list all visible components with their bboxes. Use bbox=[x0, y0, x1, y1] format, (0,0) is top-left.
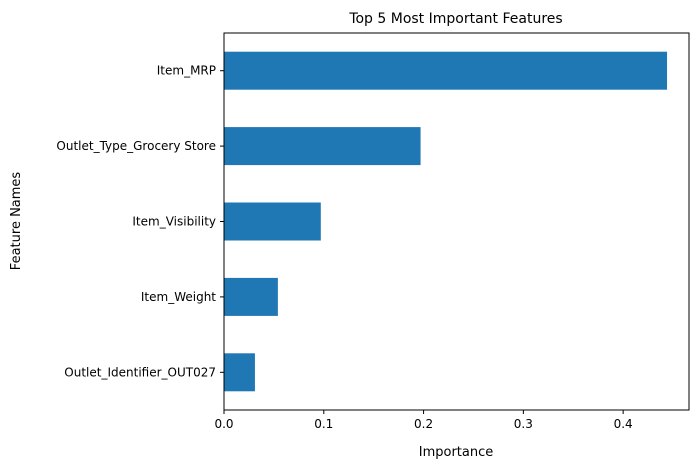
plot-frame bbox=[223, 32, 690, 411]
chart-title: Top 5 Most Important Features bbox=[348, 11, 562, 27]
bar bbox=[224, 353, 255, 392]
x-tick-label: 0.3 bbox=[514, 417, 533, 431]
y-tick-label: Outlet_Type_Grocery Store bbox=[56, 139, 216, 153]
bars-group bbox=[224, 51, 668, 392]
x-tick-labels: 0.0 0.1 0.2 0.3 0.4 bbox=[214, 410, 633, 431]
y-tick-labels: Item_MRP Outlet_Type_Grocery Store Item_Vi… bbox=[56, 64, 224, 379]
y-tick-label: Item_Weight bbox=[141, 290, 216, 304]
x-tick-label: 0.1 bbox=[314, 417, 333, 431]
x-axis-label: Importance bbox=[419, 445, 494, 460]
y-tick-label: Item_MRP bbox=[157, 64, 216, 78]
bar bbox=[224, 277, 278, 316]
x-tick-label: 0.0 bbox=[214, 417, 233, 431]
bar bbox=[224, 51, 668, 90]
bar bbox=[224, 202, 321, 241]
y-tick-label: Item_Visibility bbox=[132, 215, 216, 229]
y-axis-label: Feature Names bbox=[9, 172, 24, 271]
x-tick-label: 0.4 bbox=[614, 417, 633, 431]
bar bbox=[224, 127, 421, 166]
x-tick-label: 0.2 bbox=[414, 417, 433, 431]
y-tick-label: Outlet_Identifier_OUT027 bbox=[64, 365, 216, 379]
